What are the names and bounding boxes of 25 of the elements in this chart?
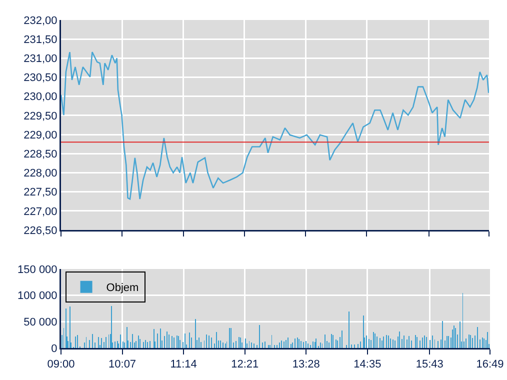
y-tick-label: 150 000 <box>18 264 58 276</box>
y-tick-label: 231,00 <box>24 53 58 66</box>
y-tick-label: 230,50 <box>24 72 58 84</box>
y-tick-label: 228,50 <box>24 148 58 160</box>
x-tick-label: 15:43 <box>416 358 444 371</box>
y-tick-label: 226,50 <box>24 224 58 237</box>
y-tick-label: 227,00 <box>24 206 58 218</box>
y-tick-label: 229,50 <box>24 110 58 122</box>
x-tick-label: 11:14 <box>170 358 197 371</box>
legend-label: Objem <box>106 282 139 294</box>
y-tick-label: 228,00 <box>24 168 58 180</box>
x-tick-label: 14:35 <box>354 358 382 371</box>
y-tick-label: 100 000 <box>18 290 58 302</box>
x-tick-label: 13:28 <box>292 358 320 371</box>
y-tick-label: 230,00 <box>24 91 58 104</box>
y-tick-label: 232,00 <box>24 14 58 27</box>
x-tick-label: 12:21 <box>231 358 259 371</box>
y-tick-label: 229,00 <box>24 129 58 142</box>
y-tick-label: 50 000 <box>24 316 58 329</box>
y-tick-label: 231,50 <box>24 34 58 46</box>
y-tick-label: 227,50 <box>24 186 58 199</box>
x-tick-label: 09:00 <box>47 358 75 371</box>
x-tick-label: 16:49 <box>476 358 504 371</box>
x-tick-label: 10:07 <box>108 358 136 371</box>
y-tick-label: 0 <box>51 342 58 355</box>
